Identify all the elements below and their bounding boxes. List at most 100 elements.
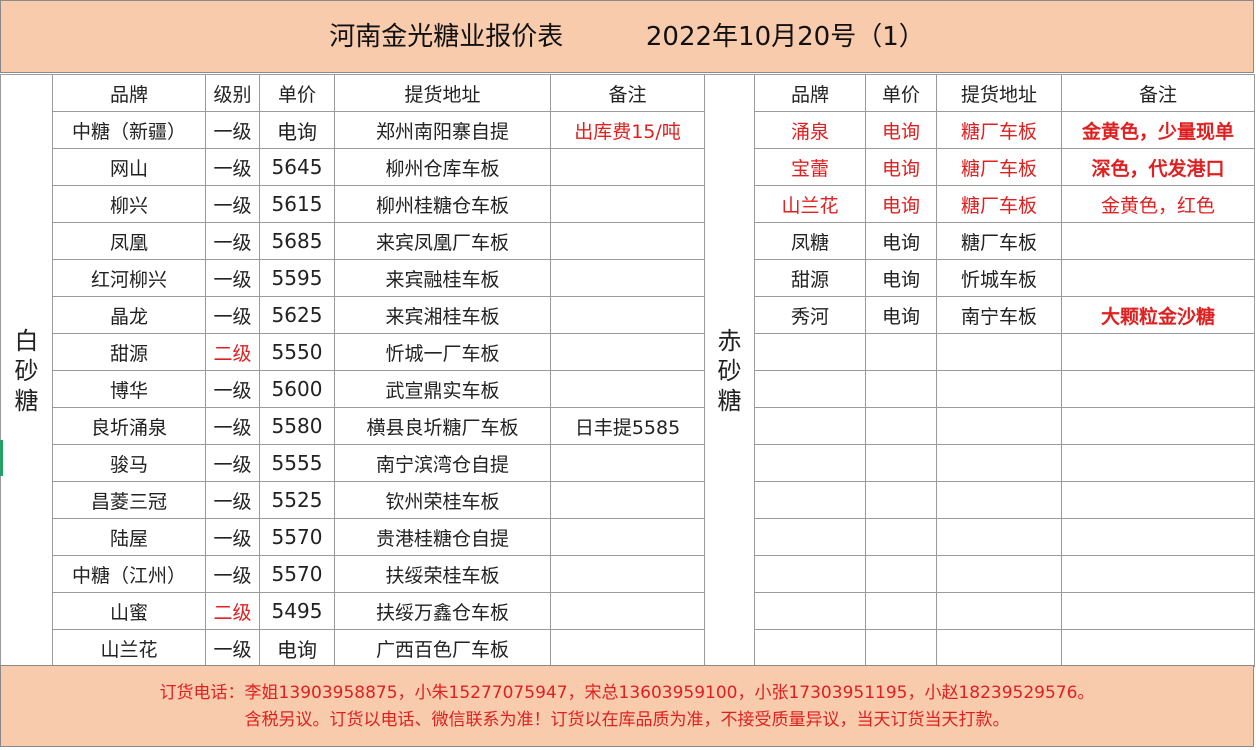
address-cell[interactable]: 贵港桂糖仓自提 (334, 518, 551, 556)
red-note-cell[interactable] (1061, 370, 1255, 408)
brand-cell[interactable]: 博华 (52, 370, 206, 408)
red-brand-cell[interactable] (754, 444, 866, 482)
grade-cell[interactable]: 一级 (205, 148, 260, 186)
white-header-cell[interactable]: 品牌 (52, 74, 206, 112)
note-cell[interactable]: 日丰提5585 (550, 407, 705, 445)
grade-cell[interactable]: 一级 (205, 407, 260, 445)
red-brand-cell[interactable] (754, 592, 866, 630)
grade-cell[interactable]: 一级 (205, 185, 260, 223)
address-cell[interactable]: 扶绥万鑫仓车板 (334, 592, 551, 630)
note-cell[interactable] (550, 333, 705, 371)
brand-cell[interactable]: 陆屋 (52, 518, 206, 556)
note-cell[interactable] (550, 629, 705, 667)
grade-cell[interactable]: 一级 (205, 518, 260, 556)
red-address-cell[interactable] (936, 629, 1062, 667)
brand-cell[interactable]: 中糖（新疆） (52, 111, 206, 149)
note-cell[interactable] (550, 222, 705, 260)
red-price-cell[interactable] (865, 370, 937, 408)
address-cell[interactable]: 忻城一厂车板 (334, 333, 551, 371)
price-cell[interactable]: 5685 (259, 222, 335, 260)
red-header-cell[interactable]: 备注 (1061, 74, 1255, 112)
price-cell[interactable]: 5615 (259, 185, 335, 223)
title-bar[interactable]: 河南金光糖业报价表 2022年10月20号（1） (0, 0, 1254, 73)
red-price-cell[interactable] (865, 629, 937, 667)
red-address-cell[interactable]: 糖厂车板 (936, 111, 1062, 149)
grade-cell[interactable]: 一级 (205, 370, 260, 408)
note-cell[interactable] (550, 444, 705, 482)
red-address-cell[interactable] (936, 444, 1062, 482)
price-cell[interactable]: 5625 (259, 296, 335, 334)
note-cell[interactable] (550, 148, 705, 186)
address-cell[interactable]: 广西百色厂车板 (334, 629, 551, 667)
red-address-cell[interactable] (936, 407, 1062, 445)
red-note-cell[interactable] (1061, 555, 1255, 593)
red-address-cell[interactable]: 糖厂车板 (936, 148, 1062, 186)
price-cell[interactable]: 5570 (259, 518, 335, 556)
red-address-cell[interactable] (936, 333, 1062, 371)
address-cell[interactable]: 来宾融桂车板 (334, 259, 551, 297)
red-price-cell[interactable] (865, 555, 937, 593)
brand-cell[interactable]: 甜源 (52, 333, 206, 371)
red-brand-cell[interactable]: 宝蕾 (754, 148, 866, 186)
note-cell[interactable] (550, 185, 705, 223)
white-sugar-side-label[interactable]: 白砂糖 (0, 74, 53, 667)
red-address-cell[interactable]: 糖厂车板 (936, 185, 1062, 223)
red-price-cell[interactable]: 电询 (865, 148, 937, 186)
address-cell[interactable]: 南宁滨湾仓自提 (334, 444, 551, 482)
red-brand-cell[interactable] (754, 555, 866, 593)
brand-cell[interactable]: 网山 (52, 148, 206, 186)
red-sugar-side-label[interactable]: 赤砂糖 (704, 74, 755, 667)
red-brand-cell[interactable] (754, 407, 866, 445)
red-price-cell[interactable] (865, 407, 937, 445)
grade-cell[interactable]: 一级 (205, 629, 260, 667)
red-address-cell[interactable] (936, 592, 1062, 630)
brand-cell[interactable]: 昌菱三冠 (52, 481, 206, 519)
red-brand-cell[interactable]: 甜源 (754, 259, 866, 297)
address-cell[interactable]: 柳州桂糖仓车板 (334, 185, 551, 223)
red-brand-cell[interactable]: 涌泉 (754, 111, 866, 149)
red-note-cell[interactable]: 金黄色，红色 (1061, 185, 1255, 223)
red-note-cell[interactable] (1061, 629, 1255, 667)
red-price-cell[interactable]: 电询 (865, 111, 937, 149)
red-address-cell[interactable] (936, 370, 1062, 408)
brand-cell[interactable]: 中糖（江州） (52, 555, 206, 593)
red-address-cell[interactable] (936, 555, 1062, 593)
brand-cell[interactable]: 柳兴 (52, 185, 206, 223)
grade-cell[interactable]: 一级 (205, 296, 260, 334)
price-cell[interactable]: 5580 (259, 407, 335, 445)
note-cell[interactable] (550, 370, 705, 408)
red-price-cell[interactable] (865, 518, 937, 556)
red-price-cell[interactable] (865, 444, 937, 482)
red-header-cell[interactable]: 单价 (865, 74, 937, 112)
red-address-cell[interactable] (936, 481, 1062, 519)
red-brand-cell[interactable]: 秀河 (754, 296, 866, 334)
red-price-cell[interactable]: 电询 (865, 185, 937, 223)
price-cell[interactable]: 5570 (259, 555, 335, 593)
white-header-cell[interactable]: 备注 (550, 74, 705, 112)
red-note-cell[interactable]: 大颗粒金沙糖 (1061, 296, 1255, 334)
grade-cell[interactable]: 一级 (205, 222, 260, 260)
brand-cell[interactable]: 骏马 (52, 444, 206, 482)
red-price-cell[interactable] (865, 333, 937, 371)
address-cell[interactable]: 横县良圻糖厂车板 (334, 407, 551, 445)
price-cell[interactable]: 5495 (259, 592, 335, 630)
grade-cell[interactable]: 二级 (205, 333, 260, 371)
red-price-cell[interactable]: 电询 (865, 296, 937, 334)
red-address-cell[interactable]: 糖厂车板 (936, 222, 1062, 260)
grade-cell[interactable]: 一级 (205, 481, 260, 519)
address-cell[interactable]: 钦州荣桂车板 (334, 481, 551, 519)
address-cell[interactable]: 武宣鼎实车板 (334, 370, 551, 408)
brand-cell[interactable]: 山兰花 (52, 629, 206, 667)
red-address-cell[interactable]: 忻城车板 (936, 259, 1062, 297)
address-cell[interactable]: 来宾湘桂车板 (334, 296, 551, 334)
red-brand-cell[interactable] (754, 370, 866, 408)
price-cell[interactable]: 电询 (259, 111, 335, 149)
address-cell[interactable]: 柳州仓库车板 (334, 148, 551, 186)
brand-cell[interactable]: 晶龙 (52, 296, 206, 334)
red-header-cell[interactable]: 提货地址 (936, 74, 1062, 112)
red-note-cell[interactable] (1061, 592, 1255, 630)
grade-cell[interactable]: 一级 (205, 555, 260, 593)
white-header-cell[interactable]: 级别 (205, 74, 260, 112)
note-cell[interactable]: 出库费15/吨 (550, 111, 705, 149)
price-cell[interactable]: 5525 (259, 481, 335, 519)
